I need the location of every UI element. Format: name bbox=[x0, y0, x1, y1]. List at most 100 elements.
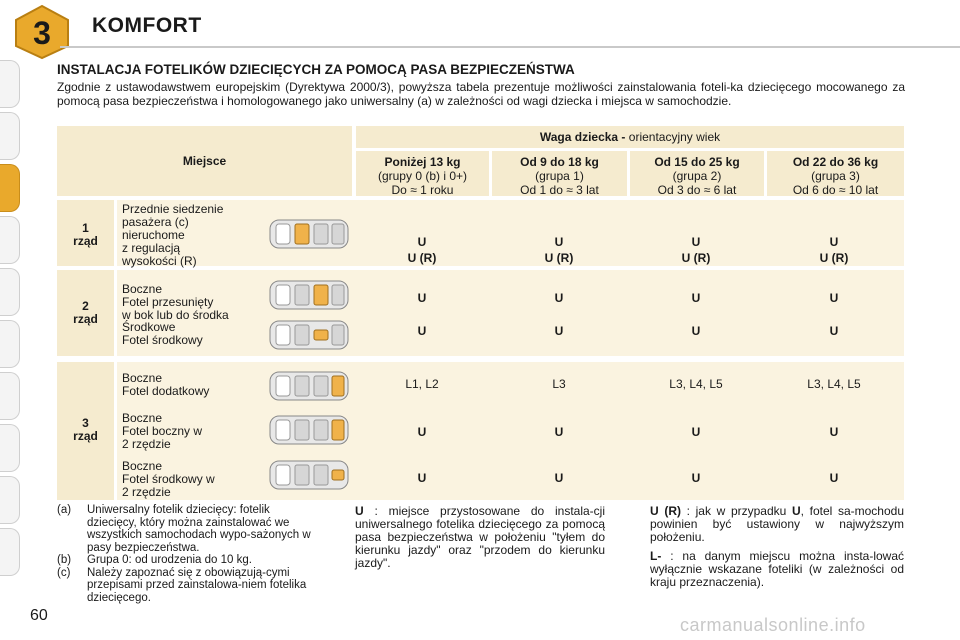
car-seat-diagram-icon bbox=[269, 460, 349, 490]
row-word: rząd bbox=[73, 429, 98, 443]
table-cell-value: U bbox=[554, 291, 564, 305]
legend-key: U (R) bbox=[650, 504, 681, 518]
chapter-title: KOMFORT bbox=[92, 14, 202, 37]
table-cell-value: U U (R) bbox=[407, 235, 437, 265]
table-cell-value: U bbox=[829, 471, 839, 485]
column-header: Poniżej 13 kg (grupy 0 (b) i 0+) Do ≈ 1 ro… bbox=[356, 151, 489, 197]
column-title: Od 22 do 36 kg bbox=[792, 155, 879, 169]
footnote: (b) Grupa 0: od urodzenia do 10 kg. bbox=[57, 554, 312, 567]
chapter-tab[interactable] bbox=[0, 320, 20, 368]
row-band bbox=[117, 362, 904, 500]
table-cell-value: U bbox=[417, 425, 427, 439]
column-age: Od 1 do ≈ 3 lat bbox=[520, 183, 599, 197]
column-age: Od 3 do ≈ 6 lat bbox=[657, 183, 737, 197]
column-header: Od 9 do 18 kg (grupa 1) Od 1 do ≈ 3 lat bbox=[492, 151, 627, 197]
legend-text: : miejsce przystosowane do instala-cji u… bbox=[355, 504, 605, 570]
column-group: (grupa 1) bbox=[535, 169, 584, 183]
legend-key: U bbox=[791, 504, 801, 518]
table-cell-value: U bbox=[691, 471, 701, 485]
table-cell-value: U bbox=[417, 324, 427, 338]
column-age: Od 6 do ≈ 10 lat bbox=[792, 183, 879, 197]
chapter-tab[interactable] bbox=[0, 424, 20, 472]
row-label: 1 rząd bbox=[57, 222, 114, 248]
chapter-tab[interactable] bbox=[0, 372, 20, 420]
chapter-tab[interactable] bbox=[0, 60, 20, 108]
table-cell-value: U bbox=[829, 291, 839, 305]
table-cell-value: U bbox=[691, 425, 701, 439]
seat-description: Przednie siedzenie pasażera (c) nierucho… bbox=[122, 202, 224, 268]
table-cell-value: U bbox=[829, 324, 839, 338]
column-group: (grupa 2) bbox=[672, 169, 722, 183]
row-number: 2 bbox=[82, 299, 89, 313]
car-seat-diagram-icon bbox=[269, 320, 349, 350]
footnote-text: Należy zapoznać się z obowiązują-cymi pr… bbox=[87, 566, 307, 604]
footnote-key: (c) bbox=[57, 566, 71, 579]
column-age: Do ≈ 1 roku bbox=[391, 183, 454, 197]
footnotes: (a) Uniwersalny fotelik dziecięcy: foteli… bbox=[57, 504, 312, 604]
footnote-key: (a) bbox=[57, 504, 72, 516]
chapter-tab[interactable] bbox=[0, 476, 20, 524]
legend-l: L- : na danym miejscu można insta-lować … bbox=[650, 550, 904, 589]
car-seat-diagram-icon bbox=[269, 415, 349, 445]
table-cell-value: U U (R) bbox=[544, 235, 574, 265]
place-header: Miejsce bbox=[57, 126, 352, 196]
legend-ur: U (R) : jak w przypadku U, fotel sa-moch… bbox=[650, 505, 904, 544]
table-cell-value: L3, L4, L5 bbox=[807, 377, 861, 391]
row-word: rząd bbox=[73, 312, 98, 326]
column-header: Od 22 do 36 kg (grupa 3) Od 6 do ≈ 10 lat bbox=[767, 151, 904, 197]
legend-key: L- bbox=[650, 549, 662, 563]
seat-description: Boczne Fotel dodatkowy bbox=[122, 371, 210, 398]
chapter-tab[interactable] bbox=[0, 216, 20, 264]
column-title: Od 9 do 18 kg bbox=[520, 155, 599, 169]
chapter-tab[interactable] bbox=[0, 528, 20, 576]
row-label: 2 rząd bbox=[57, 300, 114, 326]
footnote: (c) Należy zapoznać się z obowiązują-cymi… bbox=[57, 567, 312, 605]
section-title: INSTALACJA FOTELIKÓW DZIECIĘCYCH ZA POMO… bbox=[57, 62, 575, 77]
legend-key: U bbox=[355, 504, 364, 518]
row-word: rząd bbox=[73, 234, 98, 248]
weight-header: Waga dziecka - orientacyjny wiek bbox=[356, 126, 904, 148]
row-label-cell bbox=[57, 200, 114, 266]
table-cell-value: L3, L4, L5 bbox=[669, 377, 723, 391]
row-number: 1 bbox=[82, 221, 89, 235]
column-title: Poniżej 13 kg bbox=[384, 155, 461, 169]
footnote-text: Grupa 0: od urodzenia do 10 kg. bbox=[87, 554, 252, 566]
legend-u: U : miejsce przystosowane do instala-cji… bbox=[355, 505, 605, 570]
table-cell-value: U bbox=[554, 471, 564, 485]
weight-header-rest: orientacyjny wiek bbox=[625, 130, 721, 144]
row-band bbox=[117, 270, 904, 356]
chapter-number: 3 bbox=[33, 15, 51, 51]
table-cell-value: L1, L2 bbox=[405, 377, 439, 391]
chapter-tab-active[interactable] bbox=[0, 164, 20, 212]
column-group: (grupy 0 (b) i 0+) bbox=[377, 169, 468, 183]
footnote: (a) Uniwersalny fotelik dziecięcy: foteli… bbox=[57, 504, 312, 554]
column-header: Od 15 do 25 kg (grupa 2) Od 3 do ≈ 6 lat bbox=[630, 151, 764, 197]
seat-description: Boczne Fotel boczny w 2 rzędzie bbox=[122, 411, 203, 451]
row-number: 3 bbox=[82, 416, 89, 430]
chapter-tab[interactable] bbox=[0, 268, 20, 316]
column-title: Od 15 do 25 kg bbox=[654, 155, 740, 169]
car-seat-diagram-icon bbox=[269, 280, 349, 310]
table-cell-value: U bbox=[829, 425, 839, 439]
seat-description: Boczne Fotel przesunięty w bok lub do śr… bbox=[122, 282, 229, 322]
weight-header-bold: Waga dziecka - bbox=[539, 130, 626, 144]
footnote-key: (b) bbox=[57, 554, 72, 566]
table-cell-value: U bbox=[691, 291, 701, 305]
table-cell-value: U bbox=[417, 471, 427, 485]
car-seat-diagram-icon bbox=[269, 371, 349, 401]
legend-text: : jak w przypadku bbox=[680, 504, 792, 518]
row-label-cell bbox=[57, 270, 114, 356]
chapter-tab[interactable] bbox=[0, 112, 20, 160]
table-cell-value: U U (R) bbox=[681, 235, 711, 265]
table-cell-value: U bbox=[691, 324, 701, 338]
table-cell-value: U bbox=[554, 324, 564, 338]
row-band bbox=[117, 200, 904, 266]
seat-description: Boczne Fotel środkowy w 2 rzędzie bbox=[122, 459, 215, 499]
column-group: (grupa 3) bbox=[811, 169, 860, 183]
table-cell-value: U U (R) bbox=[819, 235, 849, 265]
legend-text: , fotel sa-mochodu powinien być ustawion… bbox=[650, 504, 904, 544]
row-label-cell bbox=[57, 362, 114, 500]
legend-text: : na danym miejscu można insta-lować wył… bbox=[650, 549, 904, 589]
table-cell-value: U bbox=[554, 425, 564, 439]
watermark: carmanualsonline.info bbox=[680, 615, 866, 635]
